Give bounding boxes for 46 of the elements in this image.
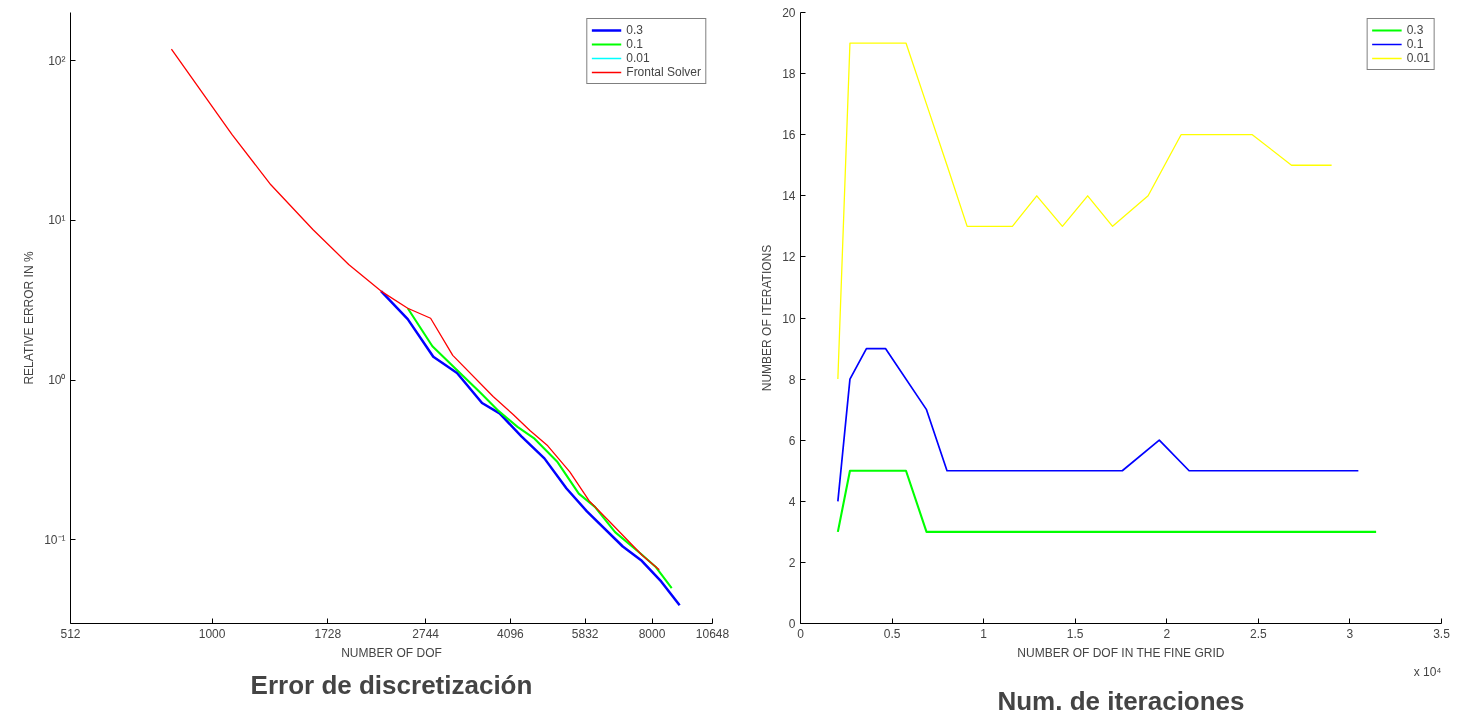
y-tick-label: 16 (782, 128, 796, 143)
x-tick-label: 2 (1163, 626, 1171, 641)
x-tick-label: 512 (60, 626, 81, 641)
legend-label: 0.3 (1406, 23, 1425, 37)
y-tick-label: 10⁻¹ (44, 532, 66, 547)
x-tick-label: 1000 (198, 626, 226, 641)
y-tick-label: 10² (48, 53, 66, 68)
x-tick-label: 3 (1346, 626, 1354, 641)
y-axis-title: NUMBER OF ITERATIONS (760, 244, 775, 392)
y-tick-label: 10⁰ (48, 373, 66, 388)
y-tick-label: 6 (788, 433, 796, 448)
legend-label: 0.01 (1406, 51, 1430, 65)
x-tick-label: 1728 (314, 626, 342, 641)
x-tick-label: 5832 (571, 626, 599, 641)
y-tick-label: 18 (782, 67, 796, 82)
line-series (837, 347, 1360, 503)
x-tick-label: 3.5 (1433, 626, 1451, 641)
y-axis-title: RELATIVE ERROR IN % (22, 251, 37, 385)
x-tick-label: 2.5 (1250, 626, 1268, 641)
x-tick-label: 8000 (638, 626, 666, 641)
line-series (837, 42, 1333, 380)
legend-label: 0.01 (626, 51, 650, 65)
y-tick-label: 20 (782, 6, 796, 20)
text: Error de discretización (250, 669, 533, 700)
y-tick-label: 2 (788, 555, 796, 570)
x-tick-label: 2744 (412, 626, 440, 641)
x-tick-label: 10648 (695, 626, 730, 641)
legend-label: 0.3 (626, 23, 644, 37)
y-tick-label: 10 (782, 311, 796, 326)
legend-label: 0.1 (626, 37, 644, 51)
x-axis-title: NUMBER OF DOF (341, 645, 442, 660)
text: Num. de iteraciones (997, 685, 1245, 716)
text: x 10⁴ (1413, 664, 1442, 679)
y-tick-label: 10¹ (48, 213, 66, 228)
legend-label: 0.1 (1406, 37, 1425, 51)
x-tick-label: 0.5 (883, 626, 901, 641)
y-tick-label: 12 (782, 250, 796, 265)
x-axis-title: NUMBER OF DOF IN THE FINE GRID (1017, 645, 1225, 660)
y-tick-label: 14 (782, 189, 796, 204)
x-tick-label: 1 (980, 626, 988, 641)
x-tick-label: 1.5 (1066, 626, 1084, 641)
y-tick-label: 0 (788, 617, 796, 631)
x-tick-label: 4096 (497, 626, 525, 641)
y-tick-label: 8 (788, 372, 796, 387)
legend-label: Frontal Solver (626, 65, 701, 79)
y-tick-label: 4 (788, 494, 796, 509)
